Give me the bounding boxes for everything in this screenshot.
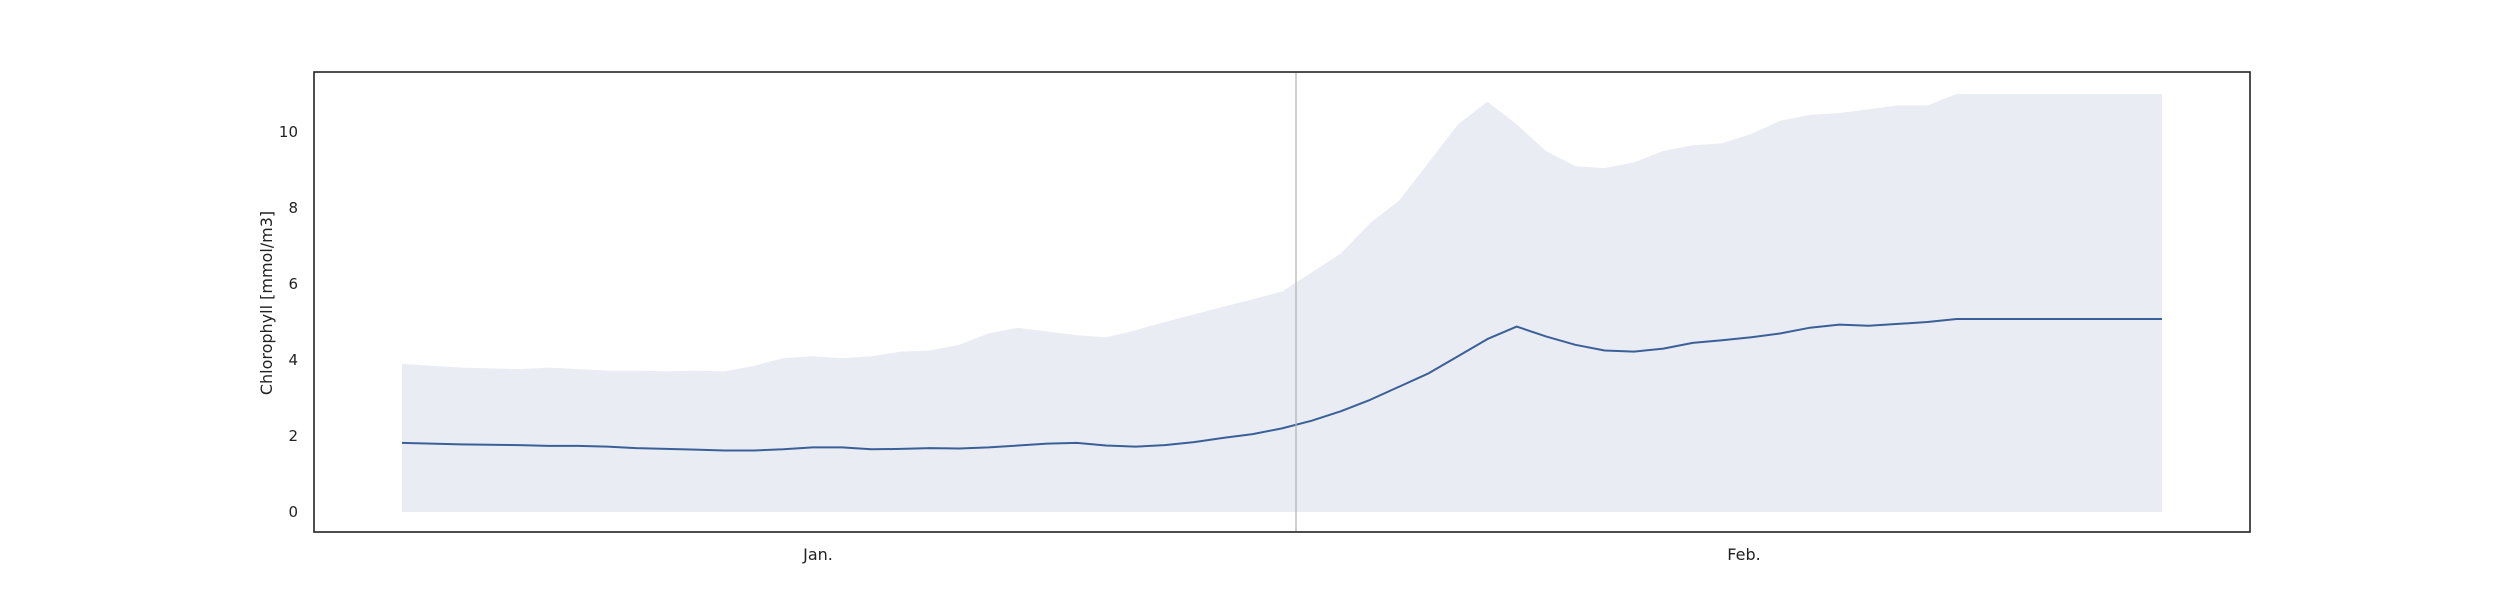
y-tick-label: 6 [288,275,298,293]
y-axis-label: Chlorophyll [mmol/m3] [257,211,276,395]
y-tick-label: 2 [288,427,298,445]
line-layer [401,317,2162,452]
y-tick-label: 4 [288,351,298,369]
x-ticks: Jan. Feb. [802,545,1761,564]
plot-frame [313,71,2251,533]
band-layer [402,94,2162,512]
y-ticks: 0 2 4 6 8 10 [279,123,298,521]
y-tick-label: 8 [288,199,298,217]
series-line [401,317,2162,452]
range-band [402,94,2162,512]
y-tick-label: 10 [279,123,298,141]
x-tick-label: Feb. [1727,545,1760,564]
y-tick-label: 0 [288,503,298,521]
x-tick-label: Jan. [802,545,833,564]
